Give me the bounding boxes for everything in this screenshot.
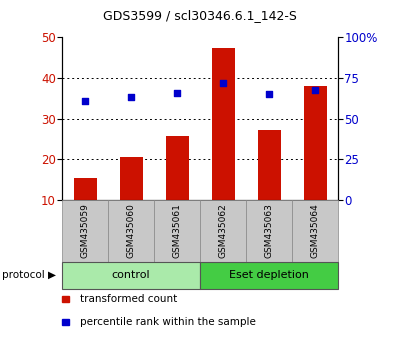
Text: percentile rank within the sample: percentile rank within the sample bbox=[80, 317, 256, 327]
Text: GSM435064: GSM435064 bbox=[310, 204, 320, 258]
Text: protocol ▶: protocol ▶ bbox=[2, 270, 56, 280]
Bar bbox=[304, 86, 326, 200]
Point bbox=[82, 99, 88, 104]
Point bbox=[174, 91, 180, 96]
Text: control: control bbox=[112, 270, 150, 280]
Text: GSM435062: GSM435062 bbox=[218, 204, 228, 258]
Text: GSM435060: GSM435060 bbox=[126, 204, 136, 258]
Text: transformed count: transformed count bbox=[80, 294, 177, 304]
Bar bbox=[166, 136, 188, 200]
Text: GDS3599 / scl30346.6.1_142-S: GDS3599 / scl30346.6.1_142-S bbox=[103, 10, 297, 22]
Bar bbox=[212, 48, 234, 200]
Text: GSM435059: GSM435059 bbox=[80, 204, 90, 258]
Point bbox=[220, 80, 226, 86]
Bar bbox=[120, 157, 142, 200]
Text: Eset depletion: Eset depletion bbox=[229, 270, 309, 280]
Bar bbox=[74, 178, 96, 200]
Point bbox=[266, 91, 272, 97]
Bar bbox=[258, 130, 280, 200]
Point bbox=[128, 95, 134, 100]
Text: GSM435061: GSM435061 bbox=[172, 204, 182, 258]
Text: GSM435063: GSM435063 bbox=[264, 204, 274, 258]
Point bbox=[312, 87, 318, 93]
